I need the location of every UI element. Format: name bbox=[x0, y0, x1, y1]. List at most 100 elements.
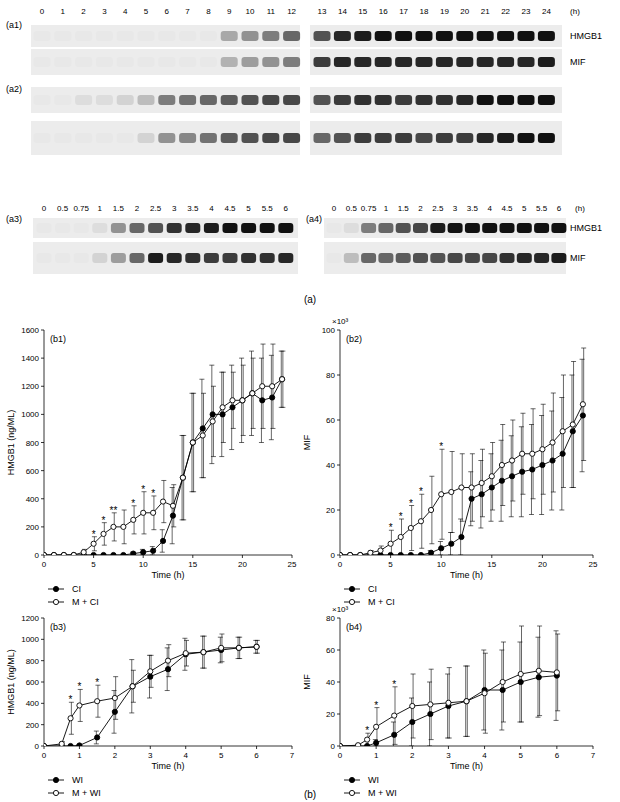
band bbox=[55, 223, 70, 233]
error-bar bbox=[419, 494, 424, 548]
marker bbox=[101, 531, 106, 536]
error-bar bbox=[150, 547, 155, 555]
blot-strip bbox=[33, 242, 298, 274]
band bbox=[518, 133, 535, 143]
x-tick-label: 25 bbox=[288, 560, 297, 569]
marker bbox=[151, 510, 156, 515]
marker bbox=[449, 489, 454, 494]
band bbox=[497, 57, 514, 67]
band bbox=[430, 223, 445, 233]
marker bbox=[165, 667, 170, 672]
y-tick-label: 200 bbox=[26, 523, 40, 532]
marker bbox=[479, 492, 484, 497]
lane-label: 3 bbox=[172, 204, 177, 213]
band bbox=[283, 57, 300, 67]
x-tick-label: 5 bbox=[388, 560, 393, 569]
band bbox=[436, 133, 453, 143]
significance: * bbox=[399, 511, 403, 522]
band bbox=[96, 95, 113, 105]
error-bar bbox=[519, 626, 524, 722]
marker bbox=[408, 525, 413, 530]
series-line bbox=[340, 676, 557, 746]
band bbox=[344, 253, 359, 263]
marker bbox=[340, 743, 343, 746]
band bbox=[96, 31, 113, 41]
panel-label: (a4) bbox=[306, 214, 322, 224]
error-bar bbox=[440, 449, 445, 539]
lane-label: 17 bbox=[399, 7, 408, 16]
band bbox=[117, 57, 134, 67]
marker bbox=[398, 552, 403, 555]
error-bar bbox=[78, 689, 83, 721]
y-tick-label: 0 bbox=[331, 551, 336, 560]
marker bbox=[500, 679, 505, 684]
band bbox=[204, 223, 219, 233]
marker bbox=[428, 702, 433, 707]
marker bbox=[101, 552, 106, 555]
marker bbox=[200, 426, 205, 431]
blots: 0123456789101112131415161718192021222324… bbox=[6, 7, 602, 274]
chart: 01234567020406080Time (h)MIF×10³(b4)***W… bbox=[302, 605, 596, 798]
marker bbox=[210, 419, 215, 424]
x-tick-label: 0 bbox=[42, 560, 47, 569]
y-tick bbox=[41, 660, 44, 661]
x-tick-label: 3 bbox=[446, 751, 451, 760]
x-tick-label: 15 bbox=[188, 560, 197, 569]
marker bbox=[580, 413, 585, 418]
lane-label: 2.5 bbox=[432, 204, 444, 213]
y-tick bbox=[41, 639, 44, 640]
band bbox=[242, 31, 259, 41]
lane-label: 1.5 bbox=[398, 204, 410, 213]
band bbox=[96, 57, 113, 67]
band bbox=[221, 95, 238, 105]
error-bar bbox=[458, 519, 463, 555]
x-tick bbox=[150, 746, 151, 749]
significance: * bbox=[69, 694, 73, 705]
lane-label: 6 bbox=[284, 204, 289, 213]
band bbox=[283, 31, 300, 41]
band bbox=[396, 223, 411, 233]
band bbox=[283, 133, 300, 143]
band bbox=[138, 95, 155, 105]
lane-label: 2 bbox=[135, 204, 140, 213]
error-bar bbox=[501, 642, 506, 722]
error-bar bbox=[255, 640, 260, 653]
marker bbox=[219, 645, 224, 650]
error-bar bbox=[429, 669, 434, 739]
band bbox=[430, 253, 445, 263]
y-tick-label: 20 bbox=[326, 506, 335, 515]
y-tick-label: 60 bbox=[326, 646, 335, 655]
marker bbox=[51, 552, 56, 555]
band bbox=[158, 31, 175, 41]
error-bar bbox=[399, 519, 404, 555]
band bbox=[477, 133, 494, 143]
y-tick-label: 100 bbox=[322, 326, 336, 335]
significance: * bbox=[77, 681, 81, 692]
lane-label: 1 bbox=[98, 204, 103, 213]
marker bbox=[520, 469, 525, 474]
band bbox=[395, 95, 412, 105]
band bbox=[448, 223, 463, 233]
band bbox=[500, 253, 515, 263]
lane-label: 6 bbox=[165, 7, 170, 16]
band bbox=[158, 133, 175, 143]
band bbox=[138, 133, 155, 143]
significance: * bbox=[151, 488, 155, 499]
x-tick bbox=[441, 555, 442, 558]
x-tick-label: 5 bbox=[518, 751, 523, 760]
lane-label: 0 bbox=[332, 204, 337, 213]
marker bbox=[141, 550, 146, 555]
series-line bbox=[44, 647, 257, 746]
marker bbox=[68, 743, 73, 746]
legend-marker bbox=[53, 777, 58, 782]
x-tick-label: 0 bbox=[42, 751, 47, 760]
blot-strip bbox=[31, 49, 300, 75]
x-tick bbox=[44, 555, 45, 558]
marker bbox=[550, 440, 555, 445]
marker bbox=[428, 550, 433, 555]
x-tick bbox=[593, 746, 594, 749]
band bbox=[361, 253, 376, 263]
lane-label: 0.75 bbox=[73, 204, 89, 213]
marker bbox=[279, 377, 284, 382]
lane-label: 13 bbox=[318, 7, 327, 16]
